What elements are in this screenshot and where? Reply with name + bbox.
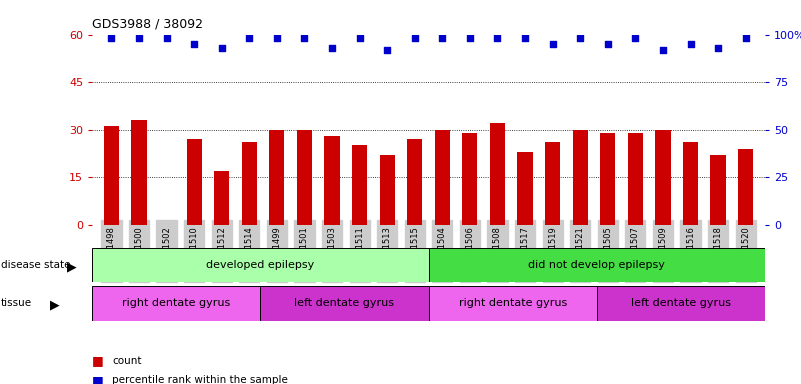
Point <box>133 35 146 41</box>
Bar <box>710 155 726 225</box>
Text: ▶: ▶ <box>67 260 77 273</box>
Bar <box>269 130 284 225</box>
Bar <box>380 155 395 225</box>
Point <box>105 35 118 41</box>
Text: tissue: tissue <box>1 298 32 308</box>
Bar <box>655 130 670 225</box>
Bar <box>600 133 615 225</box>
Point <box>326 45 339 51</box>
Text: left dentate gyrus: left dentate gyrus <box>631 298 731 308</box>
Bar <box>462 133 477 225</box>
Bar <box>242 142 257 225</box>
Bar <box>628 133 643 225</box>
Point <box>546 41 559 47</box>
Point <box>215 45 228 51</box>
Point <box>629 35 642 41</box>
Text: left dentate gyrus: left dentate gyrus <box>295 298 394 308</box>
Bar <box>490 123 505 225</box>
Point <box>160 35 173 41</box>
Bar <box>260 286 429 321</box>
Bar <box>573 130 588 225</box>
Point <box>298 35 311 41</box>
Bar <box>517 152 533 225</box>
Point <box>574 35 586 41</box>
Bar <box>429 248 765 282</box>
Text: percentile rank within the sample: percentile rank within the sample <box>112 375 288 384</box>
Bar <box>352 146 367 225</box>
Text: ■: ■ <box>92 354 104 367</box>
Bar <box>92 248 429 282</box>
Point <box>380 47 393 53</box>
Point <box>711 45 724 51</box>
Point <box>436 35 449 41</box>
Bar <box>738 149 753 225</box>
Point <box>491 35 504 41</box>
Bar <box>214 171 229 225</box>
Point <box>602 41 614 47</box>
Point <box>271 35 284 41</box>
Point <box>243 35 256 41</box>
Bar <box>545 142 560 225</box>
Text: right dentate gyrus: right dentate gyrus <box>458 298 567 308</box>
Text: did not develop epilepsy: did not develop epilepsy <box>529 260 665 270</box>
Text: count: count <box>112 356 142 366</box>
Point <box>464 35 477 41</box>
Bar <box>92 286 260 321</box>
Bar <box>324 136 340 225</box>
Bar <box>597 286 765 321</box>
Text: right dentate gyrus: right dentate gyrus <box>122 298 231 308</box>
Bar <box>104 126 119 225</box>
Bar <box>407 139 422 225</box>
Bar <box>683 142 698 225</box>
Point <box>353 35 366 41</box>
Bar <box>187 139 202 225</box>
Bar <box>429 286 597 321</box>
Point <box>518 35 531 41</box>
Text: ■: ■ <box>92 374 104 384</box>
Bar <box>435 130 450 225</box>
Text: developed epilepsy: developed epilepsy <box>206 260 315 270</box>
Point <box>684 41 697 47</box>
Text: ▶: ▶ <box>50 299 59 312</box>
Point <box>409 35 421 41</box>
Point <box>739 35 752 41</box>
Bar <box>131 120 147 225</box>
Text: disease state: disease state <box>1 260 70 270</box>
Point <box>187 41 200 47</box>
Text: GDS3988 / 38092: GDS3988 / 38092 <box>92 17 203 30</box>
Point <box>657 47 670 53</box>
Bar <box>297 130 312 225</box>
